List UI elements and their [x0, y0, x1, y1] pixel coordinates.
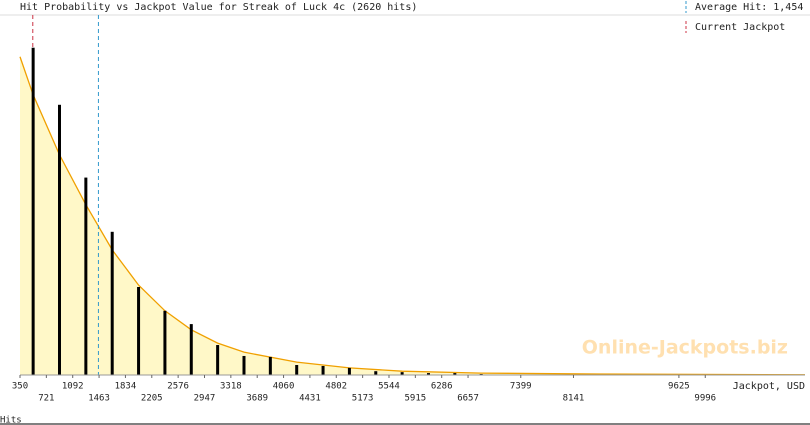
x-tick-label: 3689	[246, 394, 268, 404]
bar	[31, 47, 35, 376]
x-axis-label: Jackpot, USD	[733, 381, 805, 392]
bar	[321, 365, 325, 375]
bar	[242, 355, 246, 375]
y-axis-label: Hits	[0, 416, 22, 425]
x-tick-label: 5544	[378, 382, 400, 392]
bar	[163, 310, 167, 375]
fit-area	[20, 56, 805, 376]
x-tick-label: 1834	[115, 382, 137, 392]
legend-label: Average Hit: 1,454	[695, 2, 803, 13]
x-tick-label: 350	[12, 382, 28, 392]
chart-title: Hit Probability vs Jackpot Value for Str…	[20, 2, 417, 13]
bar	[110, 231, 114, 375]
bar	[400, 372, 404, 375]
x-tick-label: 9625	[668, 382, 690, 392]
bar	[453, 373, 457, 375]
x-tick-label: 4431	[299, 394, 321, 404]
x-tick-label: 3318	[220, 382, 242, 392]
bar	[137, 286, 141, 375]
bar	[189, 324, 193, 375]
x-tick-label: 2205	[141, 394, 163, 404]
fit-line	[19, 56, 806, 376]
legend-label: Current Jackpot	[695, 22, 785, 33]
x-tick-label: 2576	[167, 382, 189, 392]
x-tick-label: 7399	[510, 382, 532, 392]
bar	[295, 365, 299, 375]
x-tick-label: 6286	[431, 382, 453, 392]
x-tick-label: 5173	[352, 394, 374, 404]
x-tick-label: 9996	[694, 394, 716, 404]
bar	[268, 356, 272, 375]
x-tick-label: 4060	[273, 382, 295, 392]
bar	[84, 177, 88, 375]
x-tick-label: 4802	[325, 382, 347, 392]
bar	[216, 345, 220, 375]
x-tick-label: 1463	[88, 394, 110, 404]
x-tick-label: 2947	[194, 394, 216, 404]
bar	[426, 373, 430, 375]
x-tick-label: 721	[38, 394, 54, 404]
x-tick-label: 8141	[563, 394, 585, 404]
bar	[57, 104, 61, 376]
bar	[374, 371, 378, 375]
bar	[347, 367, 351, 375]
watermark: Online-Jackpots.biz	[582, 337, 788, 359]
x-tick-label: 1092	[62, 382, 84, 392]
x-tick-label: 6657	[457, 394, 479, 404]
x-tick-label: 5915	[404, 394, 426, 404]
